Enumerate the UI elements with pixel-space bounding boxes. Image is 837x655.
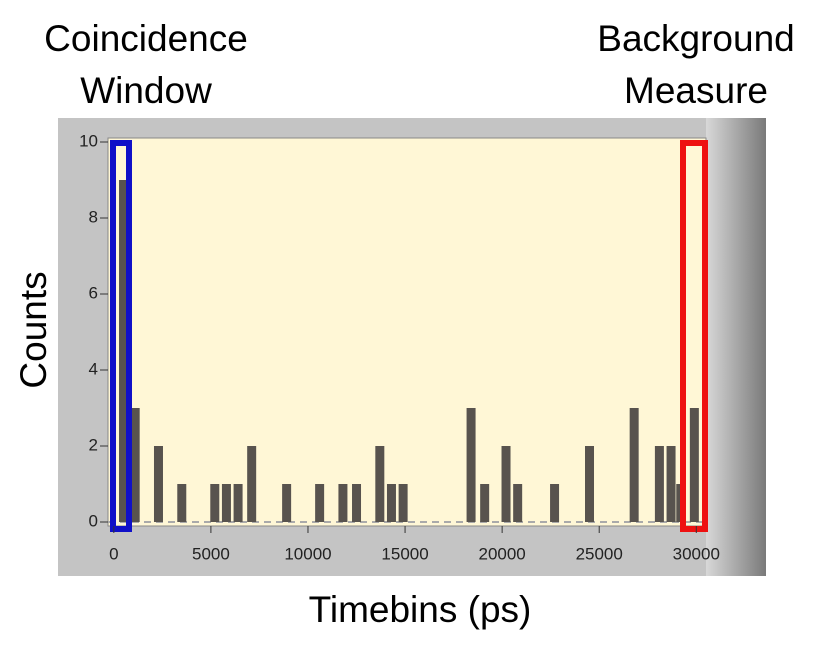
bar — [119, 180, 129, 522]
bar — [130, 408, 140, 522]
bar — [153, 446, 163, 522]
bar — [233, 484, 243, 522]
background-box — [680, 140, 708, 532]
bar — [210, 484, 220, 522]
bar — [513, 484, 523, 522]
bar — [282, 484, 292, 522]
bar — [501, 446, 511, 522]
bar — [315, 484, 325, 522]
bar — [666, 446, 676, 522]
bar — [629, 408, 639, 522]
bar — [177, 484, 187, 522]
annotation: Background Measure — [597, 18, 794, 111]
bar — [375, 446, 385, 522]
y-tick-label: 6 — [89, 283, 98, 302]
bar — [550, 484, 560, 522]
x-tick-label: 30000 — [673, 544, 720, 563]
x-tick-label: 10000 — [284, 544, 331, 563]
x-axis-label: Timebins (ps) — [309, 589, 532, 630]
y-tick-label: 0 — [89, 511, 98, 530]
marks — [108, 180, 706, 523]
panel-edge — [706, 118, 766, 576]
x-tick-label: 25000 — [576, 544, 623, 563]
coincidence-box — [110, 140, 132, 532]
bar — [386, 484, 396, 522]
y-tick-label: 4 — [89, 359, 98, 378]
y-tick-label: 2 — [89, 435, 98, 454]
annotation: Coincidence Window — [44, 18, 248, 111]
x-tick-label: 0 — [109, 544, 118, 563]
x-tick-label: 20000 — [478, 544, 525, 563]
y-tick-label: 10 — [79, 131, 98, 150]
bar — [689, 408, 699, 522]
bar — [247, 446, 257, 522]
bar — [398, 484, 408, 522]
bar — [480, 484, 490, 522]
bar — [466, 408, 476, 522]
bar — [585, 446, 595, 522]
x-tick-label: 15000 — [381, 544, 428, 563]
x-tick-label: 5000 — [192, 544, 230, 563]
bar — [338, 484, 348, 522]
y-tick-label: 8 — [89, 207, 98, 226]
bar — [654, 446, 664, 522]
bar — [221, 484, 231, 522]
bar — [352, 484, 362, 522]
plot-area — [107, 137, 707, 527]
y-axis-label: Counts — [13, 271, 54, 388]
